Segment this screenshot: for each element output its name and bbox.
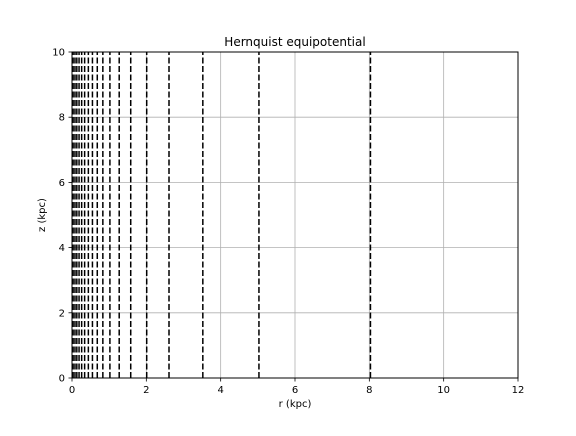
x-tick-label: 8 <box>366 385 372 396</box>
y-axis-label: z (kpc) <box>37 198 48 232</box>
chart-title: Hernquist equipotential <box>224 35 365 49</box>
y-tick-label: 0 <box>59 374 65 385</box>
x-tick-label: 0 <box>69 385 75 396</box>
x-axis-ticks: 0 2 4 6 8 10 12 <box>69 378 525 396</box>
x-tick-label: 2 <box>143 385 149 396</box>
x-tick-label: 12 <box>512 385 525 396</box>
y-tick-label: 4 <box>59 243 65 254</box>
x-tick-label: 10 <box>437 385 450 396</box>
x-tick-label: 6 <box>292 385 298 396</box>
y-tick-label: 10 <box>52 48 65 59</box>
y-tick-label: 6 <box>59 178 65 189</box>
grid <box>71 51 519 379</box>
y-tick-label: 2 <box>59 308 65 319</box>
equipotential-contours <box>72 52 372 378</box>
y-axis-ticks: 0 2 4 6 8 10 <box>52 48 72 385</box>
y-tick-label: 8 <box>59 113 65 124</box>
x-tick-label: 4 <box>217 385 223 396</box>
x-axis-label: r (kpc) <box>279 399 312 410</box>
